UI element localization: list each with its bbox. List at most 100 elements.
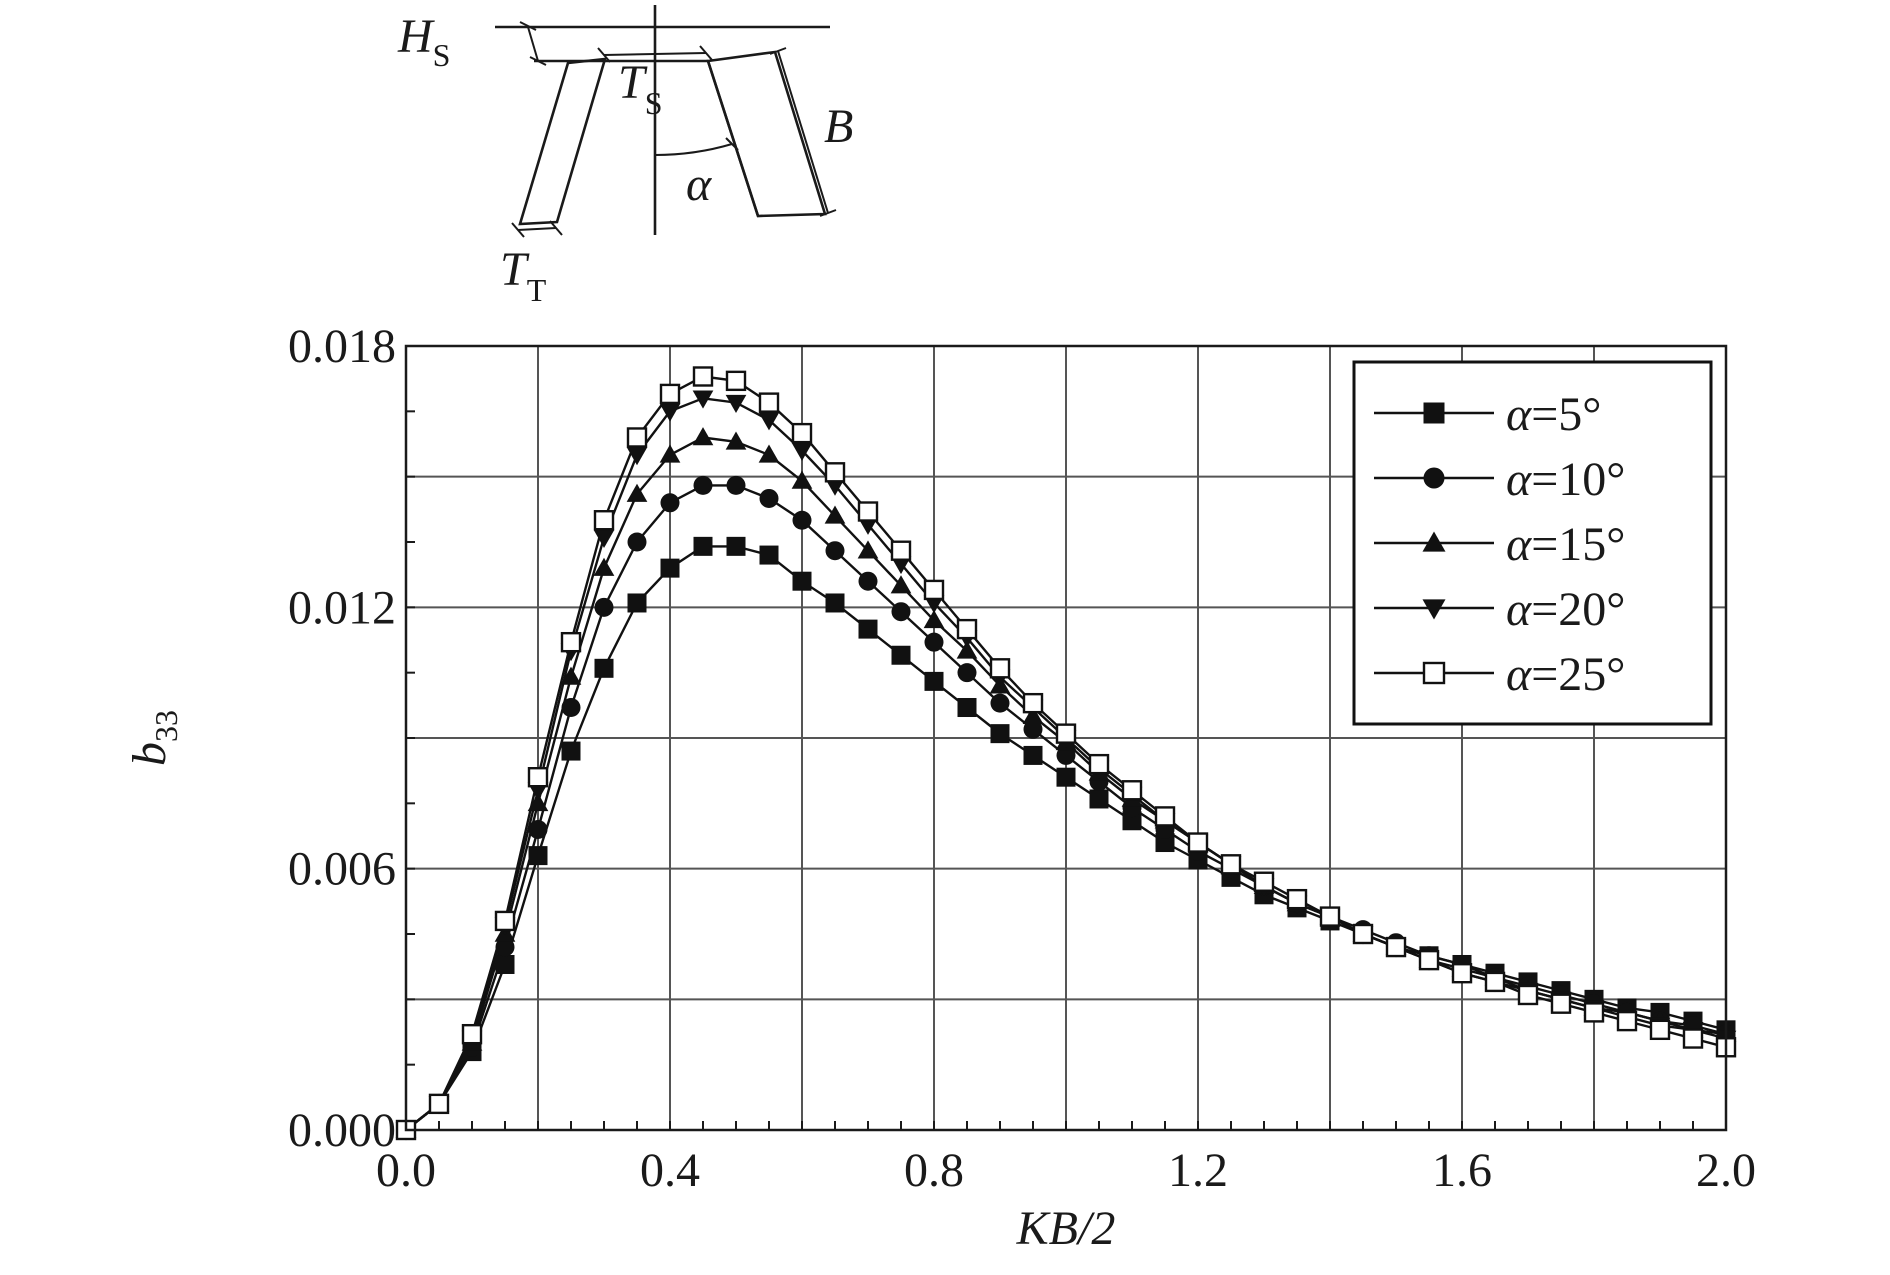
alpha-arc: [654, 143, 733, 156]
data-point-series-3: [890, 575, 912, 594]
x-tick-label: 0.8: [904, 1144, 964, 1197]
data-point-series-5: [1484, 971, 1506, 993]
x-tick-labels: 0.0 0.4 0.8 1.2 1.6 2.0: [376, 1144, 1756, 1197]
plot-frame: [404, 344, 1728, 1132]
data-point-series-2: [1023, 719, 1043, 739]
data-point-series-2: [924, 632, 944, 652]
data-point-series-2: [660, 493, 680, 513]
data-point-series-5: [692, 366, 714, 387]
data-point-series-5: [1550, 993, 1572, 1014]
data-point-series-1: [528, 846, 548, 866]
data-point-series-5: [1121, 780, 1143, 801]
data-point-series-5: [1517, 984, 1539, 1006]
data-point-series-3: [725, 431, 747, 450]
legend: α=5° α=10° α=15° α=20° α=25°: [1352, 360, 1713, 726]
data-point-series-1: [594, 658, 614, 678]
data-point-series-4: [791, 442, 813, 461]
data-point-series-5: [1649, 1019, 1671, 1041]
data-point-series-5: [1088, 753, 1110, 775]
minor-ticks: [406, 410, 1694, 1130]
data-point-series-2: [957, 663, 977, 683]
y-tick-label: 0.000: [288, 1104, 396, 1157]
data-point-series-1: [759, 545, 779, 565]
ts-label: TS: [618, 56, 663, 121]
data-point-series-4: [758, 412, 780, 431]
data-point-series-2: [627, 532, 647, 552]
data-point-series-3: [527, 792, 549, 812]
legend-marker-3: [1422, 531, 1446, 552]
data-point-series-1: [627, 593, 647, 613]
data-point-series-5: [1583, 1002, 1605, 1023]
data-point-series-5: [1154, 806, 1176, 827]
left-pontoon: [518, 57, 607, 226]
tt-dimension: [517, 227, 557, 231]
x-tick-label: 2.0: [1696, 1144, 1756, 1197]
y-tick-label: 0.006: [288, 843, 396, 896]
data-point-series-5: [1220, 854, 1242, 875]
data-point-series-5: [560, 631, 582, 653]
data-point-series-1: [891, 645, 911, 665]
legend-label-5: α=25°: [1506, 648, 1625, 701]
data-point-series-1: [825, 593, 845, 613]
data-point-series-1: [495, 954, 515, 974]
inner-strut: [706, 60, 760, 217]
b-dimension: [777, 50, 829, 214]
data-point-series-1: [660, 558, 680, 578]
data-point-series-1: [957, 698, 977, 718]
hs-label: HS: [397, 10, 450, 73]
x-tick-label: 0.4: [640, 1144, 700, 1197]
data-point-series-5: [857, 501, 879, 522]
series-markers: [395, 366, 1737, 1141]
data-point-series-5: [758, 392, 780, 413]
data-point-series-5: [593, 510, 615, 531]
data-point-series-2: [594, 597, 614, 617]
data-point-series-2: [990, 693, 1010, 713]
data-point-series-5: [1187, 832, 1209, 853]
hs-dimension: [527, 26, 539, 62]
legend-label-3: α=15°: [1506, 518, 1625, 571]
legend-label-4: α=20°: [1506, 583, 1625, 636]
legend-marker-4: [1422, 599, 1446, 620]
data-point-series-5: [1385, 936, 1407, 958]
data-point-series-3: [857, 540, 879, 559]
x-tick-label: 0.0: [376, 1144, 436, 1197]
data-point-series-1: [990, 724, 1010, 744]
data-point-series-2: [495, 937, 515, 957]
data-point-series-4: [659, 403, 681, 422]
data-point-series-1: [858, 619, 878, 639]
data-point-series-1: [792, 571, 812, 591]
diagram-labels: HS TS B α TT: [397, 10, 853, 308]
data-point-series-2: [726, 475, 746, 495]
data-point-series-3: [758, 444, 780, 463]
ts-dimension: [603, 52, 707, 56]
data-point-series-5: [1319, 906, 1341, 927]
data-point-series-4: [725, 394, 747, 413]
data-point-series-4: [593, 529, 615, 548]
data-point-series-3: [791, 470, 813, 489]
data-point-series-3: [824, 505, 846, 524]
data-point-series-1: [561, 741, 581, 761]
data-point-series-1: [1056, 767, 1076, 787]
data-point-series-3: [626, 483, 648, 502]
legend-label-2: α=10°: [1506, 453, 1625, 506]
data-point-series-3: [659, 444, 681, 463]
data-point-series-5: [725, 370, 747, 392]
y-axis-label: b33: [123, 710, 184, 766]
data-point-series-5: [1682, 1028, 1704, 1049]
data-point-series-5: [1451, 963, 1473, 984]
data-point-series-2: [561, 698, 581, 718]
data-point-series-5: [956, 618, 978, 640]
data-point-series-5: [989, 658, 1011, 679]
data-point-series-1: [1089, 789, 1109, 809]
x-tick-label: 1.6: [1432, 1144, 1492, 1197]
y-tick-label: 0.012: [288, 581, 396, 634]
right-pontoon: [706, 50, 827, 218]
data-point-series-2: [825, 541, 845, 561]
data-point-series-5: [659, 383, 681, 405]
data-point-series-5: [824, 462, 846, 483]
x-tick-label: 1.2: [1168, 1144, 1228, 1197]
data-point-series-5: [1352, 923, 1374, 945]
data-point-series-3: [956, 640, 978, 659]
data-point-series-1: [1023, 745, 1043, 765]
